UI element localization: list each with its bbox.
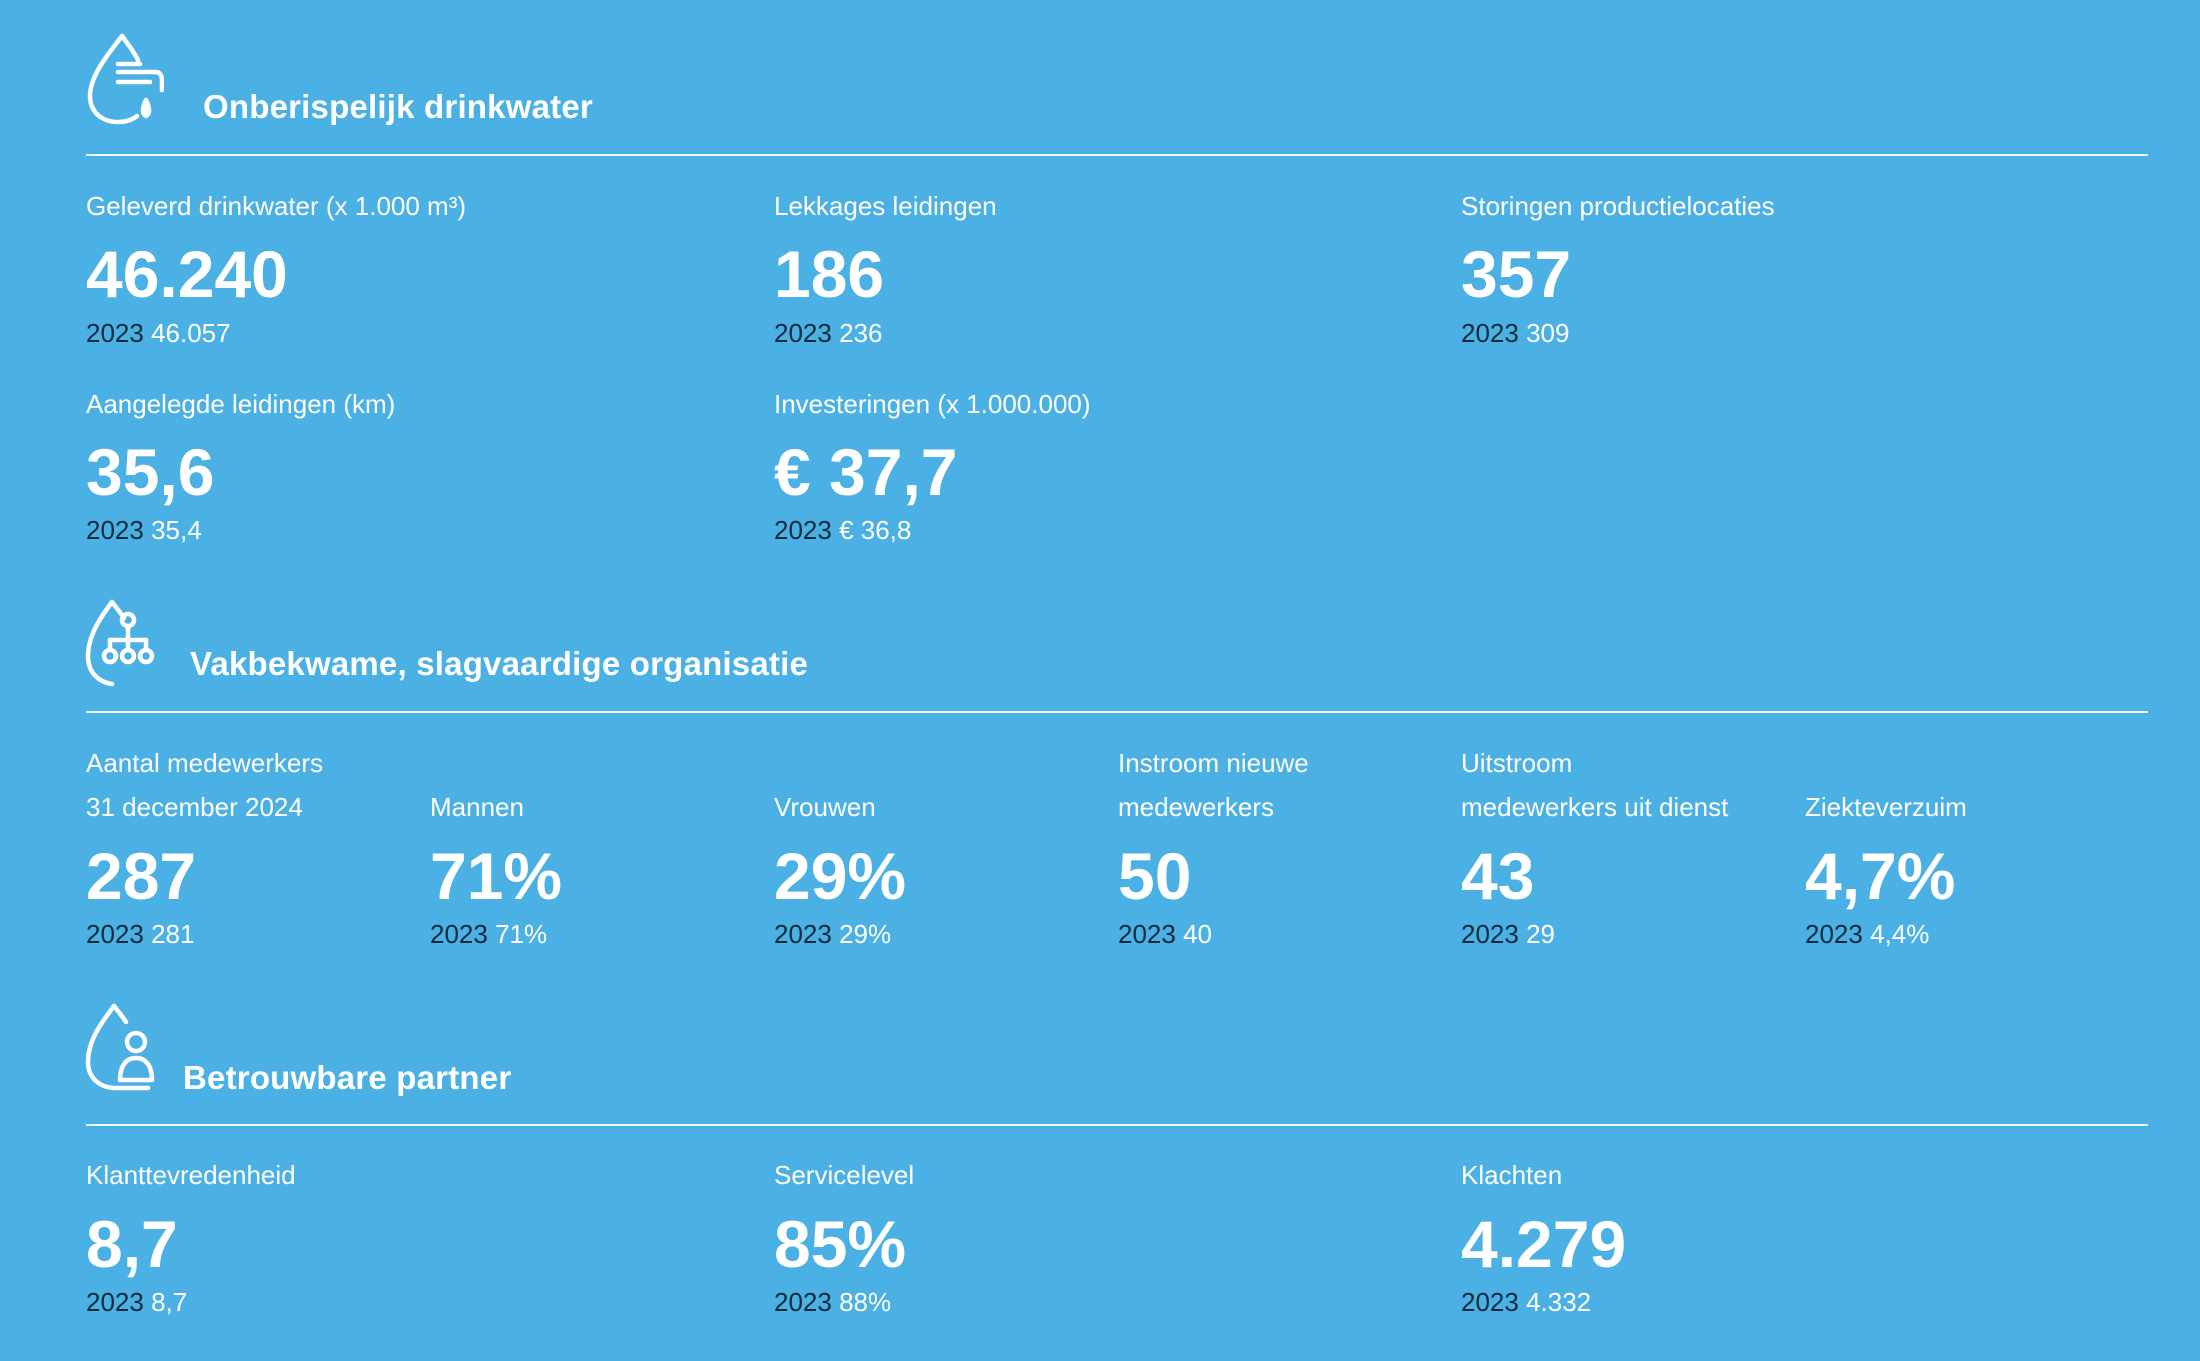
kpi-label-line2: medewerkers uit dienst	[1461, 792, 1729, 822]
kpi-value: 8,7	[86, 1207, 178, 1281]
prev-year-label: 2023	[86, 318, 144, 348]
kpi-label-line2: 31 december 2024	[86, 792, 303, 822]
prev-year-label: 2023	[774, 318, 832, 348]
kpi-previous-year: 2023 236	[774, 316, 882, 350]
kpi-value: 71%	[430, 839, 563, 913]
section-title: Betrouwbare partner	[183, 1059, 512, 1096]
kpi-label-line2: Ziekteverzuim	[1805, 792, 1967, 822]
kpi-previous-year: 2023 40	[1118, 917, 1212, 951]
kpi-value: 186	[774, 237, 885, 311]
prev-year-label: 2023	[86, 515, 144, 545]
section-divider	[86, 711, 2148, 713]
prev-year-value: € 36,8	[839, 515, 912, 545]
kpi-label: Aangelegde leidingen (km)	[86, 389, 396, 419]
prev-year-value: 88%	[839, 1287, 892, 1317]
section-divider	[86, 1124, 2148, 1126]
prev-year-label: 2023	[1118, 919, 1176, 949]
section-divider	[86, 154, 2148, 156]
kpi-value: 357	[1461, 237, 1572, 311]
kpi-value: 4.279	[1461, 1207, 1627, 1281]
kpi-label: Investeringen (x 1.000.000)	[774, 389, 1091, 419]
prev-year-label: 2023	[1461, 919, 1519, 949]
organisation-icon	[85, 599, 155, 687]
prev-year-value: 236	[839, 318, 883, 348]
prev-year-label: 2023	[1805, 919, 1863, 949]
kpi-label: Geleverd drinkwater (x 1.000 m³)	[86, 191, 467, 221]
prev-year-value: 35,4	[151, 515, 202, 545]
kpi-label: Servicelevel	[774, 1160, 915, 1190]
kpi-previous-year: 2023 309	[1461, 316, 1569, 350]
kpi-value: 35,6	[86, 435, 215, 509]
kpi-previous-year: 2023 46.057	[86, 316, 231, 350]
kpi-previous-year: 2023 281	[86, 917, 194, 951]
kpi-value: 50	[1118, 839, 1192, 913]
kpi-label-line2: Vrouwen	[774, 792, 876, 822]
prev-year-value: 40	[1183, 919, 1212, 949]
kpi-value: 85%	[774, 1207, 907, 1281]
prev-year-value: 29%	[839, 919, 892, 949]
kpi-previous-year: 2023 88%	[774, 1285, 891, 1319]
kpi-label-line2: medewerkers	[1118, 792, 1275, 822]
kpi-label-line1: Instroom nieuwe	[1118, 748, 1309, 778]
kpi-previous-year: 2023 71%	[430, 917, 547, 951]
kpi-label: Klachten	[1461, 1160, 1563, 1190]
person-drop-icon	[85, 1003, 155, 1091]
kpi-previous-year: 2023 8,7	[86, 1285, 187, 1319]
prev-year-value: 4.332	[1526, 1287, 1592, 1317]
kpi-label-line1: Uitstroom	[1461, 748, 1573, 778]
kpi-value: 46.240	[86, 237, 288, 311]
kpi-label-line2: Mannen	[430, 792, 524, 822]
kpi-value: 29%	[774, 839, 907, 913]
kpi-previous-year: 2023 35,4	[86, 513, 202, 547]
kpi-value: € 37,7	[774, 435, 958, 509]
prev-year-value: 309	[1526, 318, 1570, 348]
prev-year-value: 29	[1526, 919, 1555, 949]
prev-year-value: 281	[151, 919, 195, 949]
prev-year-label: 2023	[86, 919, 144, 949]
kpi-value: 287	[86, 839, 197, 913]
prev-year-label: 2023	[86, 1287, 144, 1317]
kpi-value: 4,7%	[1805, 839, 1956, 913]
kpi-value: 43	[1461, 839, 1535, 913]
kpi-label: Klanttevredenheid	[86, 1160, 296, 1190]
prev-year-value: 71%	[495, 919, 548, 949]
prev-year-label: 2023	[1461, 1287, 1519, 1317]
kpi-label: Lekkages leidingen	[774, 191, 997, 221]
kpi-previous-year: 2023 4.332	[1461, 1285, 1591, 1319]
prev-year-label: 2023	[774, 919, 832, 949]
prev-year-label: 2023	[430, 919, 488, 949]
kpi-previous-year: 2023 29	[1461, 917, 1555, 951]
kpi-previous-year: 2023 4,4%	[1805, 917, 1929, 951]
water-tap-icon	[87, 33, 164, 125]
prev-year-label: 2023	[774, 1287, 832, 1317]
prev-year-value: 8,7	[151, 1287, 188, 1317]
prev-year-label: 2023	[1461, 318, 1519, 348]
kpi-label: Storingen productielocaties	[1461, 191, 1775, 221]
prev-year-value: 46.057	[151, 318, 231, 348]
kpi-previous-year: 2023 € 36,8	[774, 513, 911, 547]
section-title: Onberispelijk drinkwater	[203, 88, 593, 125]
kpi-label-line1: Aantal medewerkers	[86, 748, 323, 778]
section-title: Vakbekwame, slagvaardige organisatie	[190, 645, 809, 682]
prev-year-value: 4,4%	[1870, 919, 1930, 949]
kpi-previous-year: 2023 29%	[774, 917, 891, 951]
prev-year-label: 2023	[774, 515, 832, 545]
